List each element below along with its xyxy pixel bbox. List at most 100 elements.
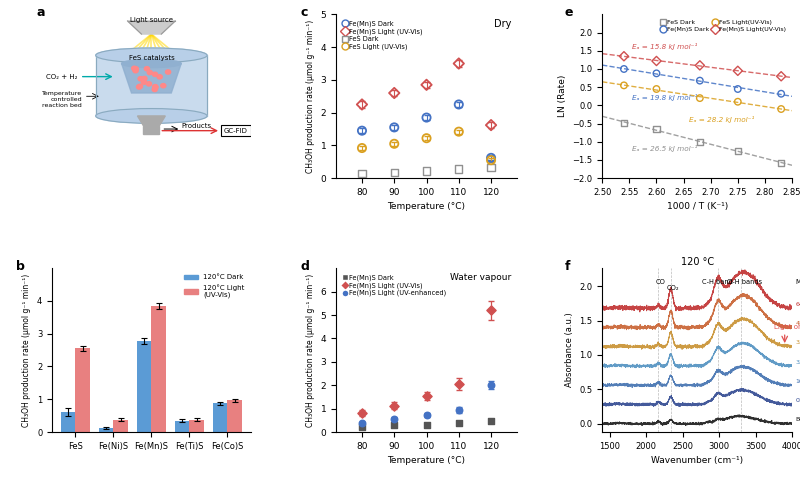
Text: b: b (16, 260, 25, 273)
X-axis label: Temperature (°C): Temperature (°C) (387, 203, 466, 212)
Point (618, 52, 630, 60)
Point (355, 101, 368, 108)
Point (694, 138, 706, 145)
Point (694, 94, 706, 102)
Text: Light on: Light on (774, 324, 800, 330)
Point (650, 57, 663, 65)
Circle shape (157, 75, 162, 79)
Text: Dry: Dry (494, 19, 511, 29)
Text: 48: 48 (796, 321, 800, 326)
Circle shape (152, 87, 158, 92)
Title: 120 °C: 120 °C (681, 257, 714, 267)
Circle shape (166, 70, 170, 74)
Point (650, 70, 663, 77)
Circle shape (142, 80, 146, 84)
Point (485, 121, 498, 129)
Text: Products: Products (182, 123, 211, 129)
Text: 33: 33 (796, 340, 800, 345)
Bar (151, 306, 166, 432)
Circle shape (133, 69, 138, 73)
Text: O-H bands: O-H bands (727, 279, 762, 286)
Point (420, 114, 433, 121)
Circle shape (138, 77, 143, 81)
Point (694, 61, 706, 69)
Point (694, 77, 706, 84)
Text: a: a (36, 6, 45, 19)
Point (452, 380, 465, 388)
Text: d: d (300, 260, 309, 273)
Polygon shape (122, 63, 182, 93)
Point (731, 98, 744, 106)
Point (452, 101, 465, 108)
Point (355, 144, 368, 152)
Bar (99, 428, 114, 432)
Point (420, 392, 433, 399)
Text: C-H band: C-H band (702, 279, 733, 286)
Point (355, 169, 368, 177)
Bar (227, 400, 242, 432)
Circle shape (134, 67, 138, 71)
Legend: 120°C Dark, 120°C Light
(UV-Vis): 120°C Dark, 120°C Light (UV-Vis) (181, 272, 247, 301)
Point (485, 154, 498, 162)
Point (485, 164, 498, 171)
Point (420, 81, 433, 89)
Circle shape (137, 85, 142, 89)
Point (485, 382, 498, 389)
Text: Eₐ = 28.2 kJ mol⁻¹: Eₐ = 28.2 kJ mol⁻¹ (689, 116, 754, 123)
Point (731, 85, 744, 93)
Polygon shape (138, 116, 166, 126)
Point (774, 72, 787, 80)
Text: f: f (564, 260, 570, 273)
Point (355, 409, 368, 417)
X-axis label: Temperature (°C): Temperature (°C) (387, 456, 466, 465)
Point (388, 168, 401, 176)
Text: 32: 32 (796, 360, 800, 365)
Text: Eₐ = 19.8 kJ mol⁻¹: Eₐ = 19.8 kJ mol⁻¹ (632, 94, 698, 101)
Bar (175, 420, 190, 432)
Point (388, 415, 401, 423)
Text: e: e (564, 6, 573, 19)
Point (485, 418, 498, 425)
Legend: Fe(Mn)S Dark, Fe(Mn)S Light (UV-Vis), FeS Dark, FeS Light (UV-Vis): Fe(Mn)S Dark, Fe(Mn)S Light (UV-Vis), Fe… (339, 18, 426, 53)
Bar (61, 412, 75, 432)
Text: Temperature
controlled
reaction bed: Temperature controlled reaction bed (42, 91, 82, 108)
Polygon shape (127, 21, 175, 34)
X-axis label: Wavenumber (cm⁻¹): Wavenumber (cm⁻¹) (651, 456, 743, 465)
Legend: Fe(Mn)S Dark, Fe(Mn)S Light (UV-Vis), Fe(Mn)S Light (UV-enhanced): Fe(Mn)S Dark, Fe(Mn)S Light (UV-Vis), Fe… (339, 272, 450, 299)
Text: CO₂ + H₂: CO₂ + H₂ (46, 73, 78, 80)
Point (452, 128, 465, 135)
X-axis label: 1000 / T (K⁻¹): 1000 / T (K⁻¹) (666, 203, 728, 212)
Bar (114, 420, 128, 432)
Point (420, 411, 433, 419)
Point (388, 402, 401, 409)
Circle shape (161, 84, 166, 88)
Text: 01: 01 (796, 398, 800, 403)
Point (420, 420, 433, 428)
Point (650, 85, 663, 93)
Text: Min: Min (796, 279, 800, 286)
Text: GC-FID: GC-FID (224, 128, 248, 133)
Point (388, 89, 401, 97)
Circle shape (147, 71, 153, 75)
Point (618, 119, 630, 127)
Point (485, 156, 498, 164)
Point (420, 134, 433, 142)
Point (731, 147, 744, 155)
Text: Eₐ = 26.5 kJ mol⁻¹: Eₐ = 26.5 kJ mol⁻¹ (632, 145, 698, 152)
Bar (75, 348, 90, 432)
Bar (213, 403, 227, 432)
Point (388, 421, 401, 429)
Circle shape (153, 72, 158, 76)
Text: FeS catalysts: FeS catalysts (129, 55, 174, 61)
Point (452, 60, 465, 67)
Circle shape (153, 85, 158, 89)
Text: c: c (300, 6, 307, 19)
Point (618, 65, 630, 73)
Point (774, 90, 787, 97)
Circle shape (146, 82, 151, 86)
Point (388, 123, 401, 131)
Point (388, 140, 401, 148)
Point (355, 423, 368, 431)
Y-axis label: Absorbance (a.u.): Absorbance (a.u.) (565, 313, 574, 387)
Y-axis label: CH₃OH production rate (μmol g⁻¹ min⁻¹): CH₃OH production rate (μmol g⁻¹ min⁻¹) (306, 274, 315, 427)
